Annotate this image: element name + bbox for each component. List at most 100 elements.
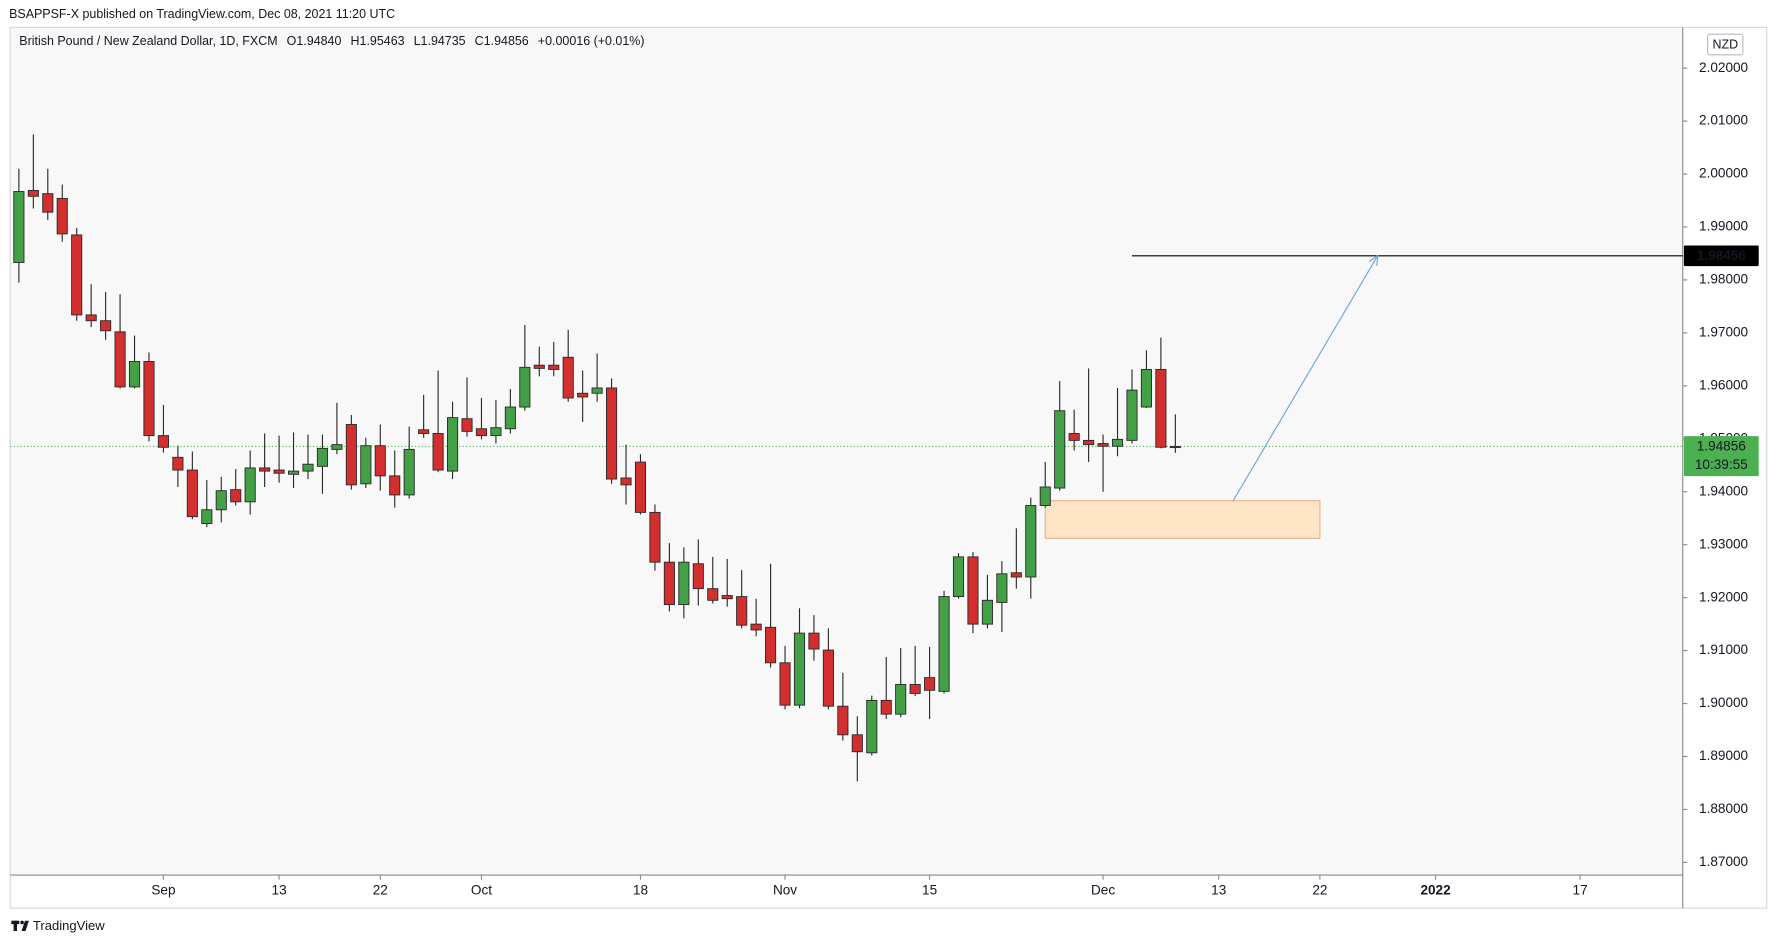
currency-box	[1707, 33, 1744, 56]
currency-label: NZD	[1712, 37, 1738, 51]
candle-body	[475, 428, 488, 437]
candle-body	[360, 445, 372, 485]
candle-body	[808, 632, 820, 650]
candle-body	[215, 490, 227, 511]
candle-body	[837, 705, 849, 736]
y-tick-label: 1.99000	[1699, 219, 1749, 234]
plot-background	[10, 27, 1683, 876]
x-tick-label: 22	[1312, 883, 1327, 898]
candle-body	[1054, 410, 1066, 489]
brand-name: TradingView	[33, 918, 105, 933]
candle-body	[172, 456, 184, 471]
y-tick-label: 1.94000	[1699, 483, 1749, 498]
candle-body	[1010, 572, 1022, 578]
candle-body	[577, 392, 589, 398]
brand-logo	[11, 920, 29, 932]
y-tick-label: 1.97000	[1699, 324, 1749, 339]
candle-body	[981, 599, 993, 625]
candle-body	[707, 588, 719, 601]
candle-body	[490, 427, 502, 437]
candle-body	[967, 556, 979, 625]
candle-body	[765, 626, 777, 664]
y-tick-label: 1.93000	[1699, 536, 1749, 551]
candle-body	[287, 470, 300, 475]
x-tick-label: Oct	[471, 883, 492, 898]
publisher-header: BSAPPSF-X published on TradingView.com, …	[9, 7, 395, 21]
target-price-badge	[1683, 245, 1759, 267]
candle-body	[302, 463, 314, 472]
y-tick-label: 2.02000	[1699, 60, 1749, 75]
candle-body	[591, 387, 603, 394]
candle-body	[316, 447, 329, 467]
candle-body	[895, 684, 907, 715]
x-tick-label: Sep	[151, 883, 175, 898]
candle-body	[114, 331, 126, 388]
candle-body	[548, 364, 560, 370]
legend-field-value: 1.94735	[421, 34, 466, 48]
y-tick-label: 1.90000	[1699, 695, 1749, 710]
candle-body	[822, 649, 834, 707]
candle-body	[1025, 505, 1037, 578]
candle-body	[432, 433, 444, 471]
candle-body	[201, 509, 213, 524]
candle-body	[866, 699, 878, 754]
y-tick-label: 1.92000	[1699, 589, 1749, 604]
candle-body	[100, 320, 112, 332]
candle-body	[1140, 368, 1152, 408]
candle-body	[678, 561, 690, 605]
candle-body	[1111, 438, 1124, 447]
countdown-label: 10:39:55	[1695, 457, 1748, 472]
candle-body	[692, 563, 704, 590]
y-tick-label: 1.98000	[1699, 272, 1749, 287]
arrow-line	[1232, 255, 1379, 502]
candle-body	[259, 467, 271, 472]
legend-symbol: British Pound / New Zealand Dollar, 1D, …	[19, 34, 277, 48]
y-tick-label: 1.89000	[1699, 748, 1749, 763]
frame	[9, 26, 1768, 909]
candle-body	[446, 417, 459, 472]
candle-body	[634, 461, 647, 513]
candle-body	[779, 662, 791, 706]
candle-body	[331, 444, 343, 450]
candle-body	[230, 489, 242, 503]
legend-field-value: 1.94856	[484, 34, 529, 48]
candle-body	[533, 364, 545, 369]
candle-body	[128, 361, 141, 388]
legend-field-label: C	[475, 34, 484, 48]
candle-body	[374, 445, 386, 477]
x-tick-label: Dec	[1091, 883, 1115, 898]
last-price-label: 1.94856	[1697, 439, 1746, 454]
candle-body	[13, 191, 25, 263]
candle-body	[85, 314, 97, 322]
candle-body	[924, 677, 936, 691]
arrow-head	[1368, 254, 1379, 266]
y-tick-label: 1.88000	[1699, 801, 1749, 816]
candle-body	[1068, 433, 1080, 441]
candle-body	[1155, 368, 1167, 448]
x-tick-label: Nov	[773, 883, 797, 898]
candle-body	[952, 556, 965, 598]
candle-body	[345, 424, 357, 486]
candle-body	[519, 366, 531, 408]
candle-body	[27, 190, 39, 197]
plot	[10, 134, 1683, 782]
candle-body	[880, 699, 892, 715]
target-price-label: 1.98456	[1697, 248, 1747, 263]
candle-body	[403, 448, 415, 496]
candle-body	[606, 387, 618, 480]
candle-body	[1169, 445, 1181, 449]
candle-body	[909, 684, 921, 694]
x-tick-label: 18	[633, 883, 648, 898]
y-tick-label: 1.91000	[1699, 642, 1749, 657]
y-tick-label: 2.00000	[1699, 166, 1749, 181]
x-tick-label: 17	[1573, 883, 1588, 898]
legend-field-label: O	[287, 34, 297, 48]
legend-field-value: 1.95463	[360, 34, 405, 48]
candle-body	[461, 418, 473, 432]
y-tick-label: 1.96000	[1699, 377, 1749, 392]
x-tick-label: 13	[1211, 883, 1226, 898]
x-tick-label: 22	[373, 883, 388, 898]
candle-body	[504, 406, 516, 430]
